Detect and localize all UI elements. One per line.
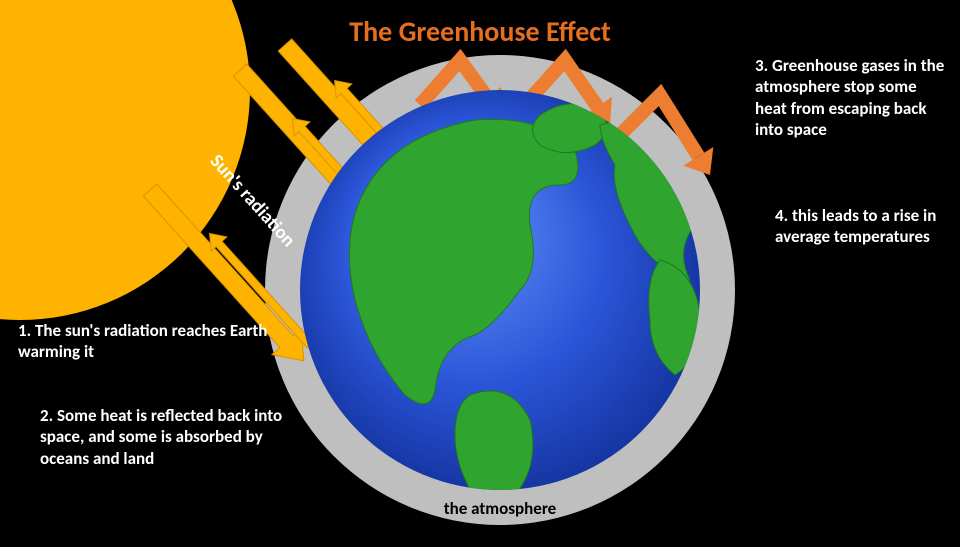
atmosphere-label: the atmosphere xyxy=(400,498,600,519)
diagram-title: The Greenhouse Effect xyxy=(0,14,960,49)
diagram-stage: The Greenhouse Effect Sun's radiation th… xyxy=(0,0,960,547)
caption-3: 3. Greenhouse gases in the atmosphere st… xyxy=(755,55,950,140)
caption-4: 4. this leads to a rise in average tempe… xyxy=(775,205,945,248)
caption-1: 1. The sun's radiation reaches Earth war… xyxy=(18,320,278,363)
caption-2: 2. Some heat is reflected back into spac… xyxy=(40,405,300,469)
